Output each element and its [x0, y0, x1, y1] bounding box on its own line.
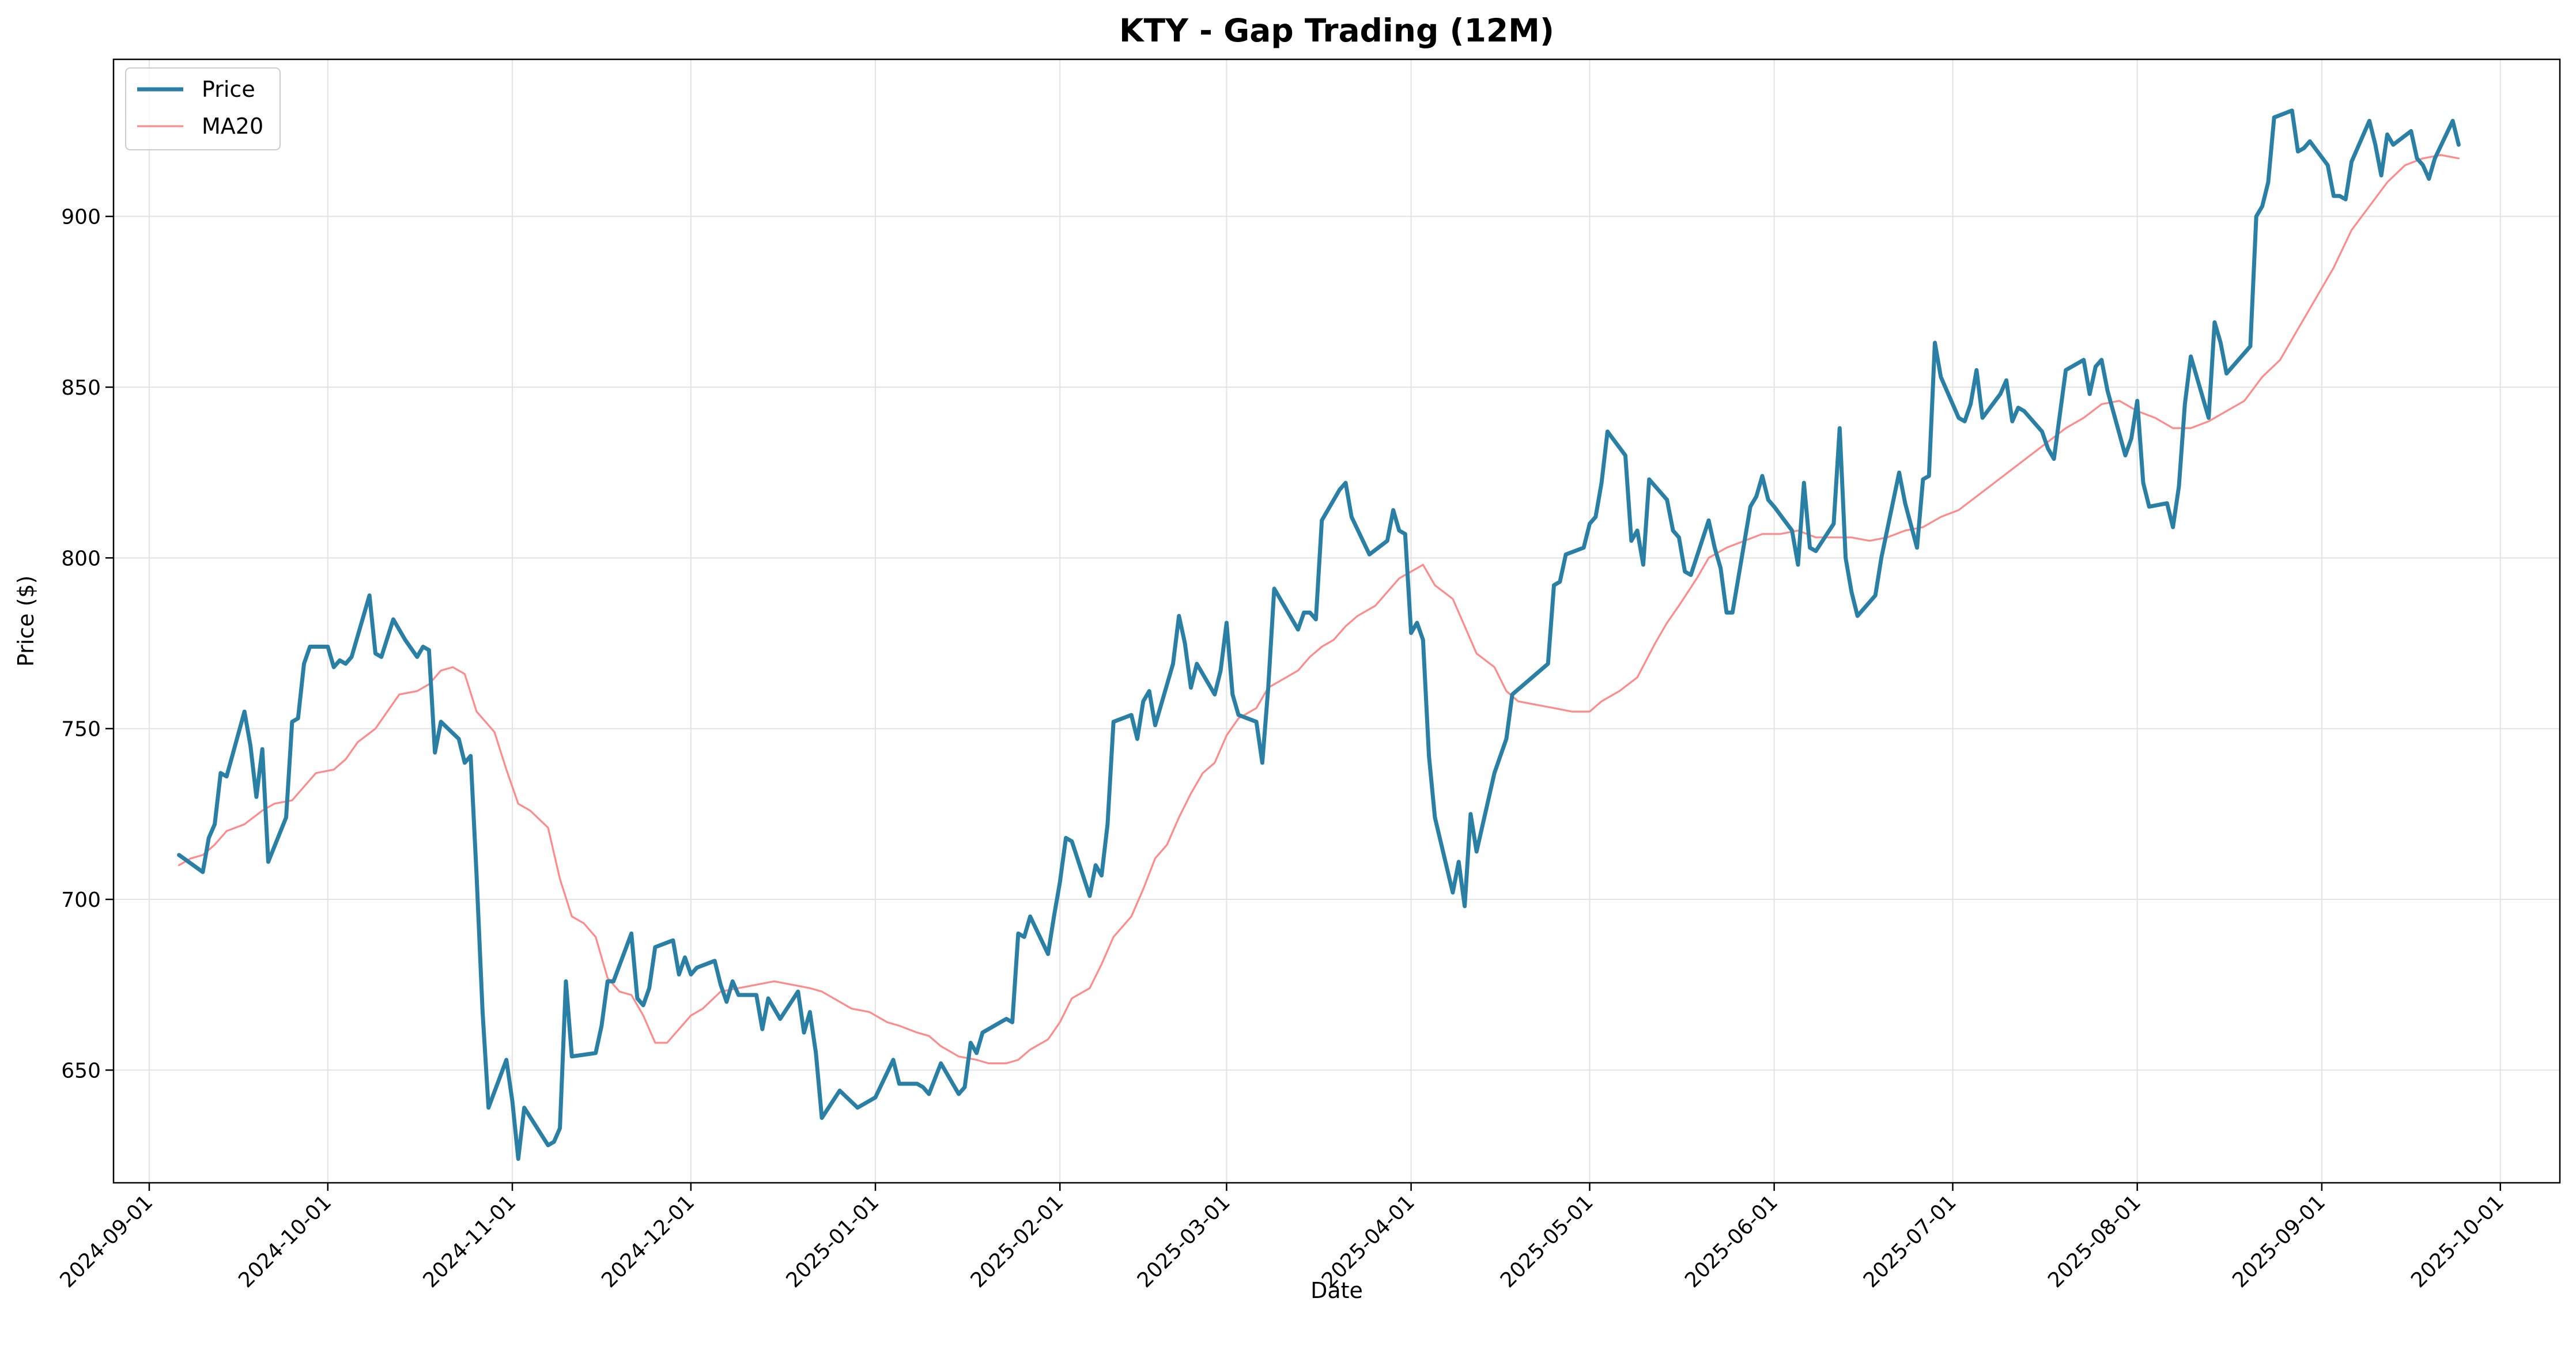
legend: Price MA20 [125, 67, 281, 150]
legend-label-ma20: MA20 [202, 113, 263, 139]
y-tick-label: 900 [61, 206, 101, 229]
chart-title: KTY - Gap Trading (12M) [1119, 12, 1554, 49]
y-axis-label: Price ($) [13, 576, 39, 667]
y-tick-label: 850 [61, 376, 101, 400]
y-tick-label: 700 [61, 888, 101, 912]
price-line [177, 108, 2461, 1161]
series-group [177, 108, 2461, 1161]
y-tick-label: 750 [61, 718, 101, 741]
x-axis-label: Date [1310, 1278, 1363, 1303]
y-axis: 650 700 750 800 850 900 [61, 206, 114, 1083]
grid [114, 59, 2560, 1183]
ma20-line [178, 154, 2460, 1065]
y-tick-label: 800 [61, 547, 101, 570]
plot-frame [112, 58, 2561, 1184]
y-tick-label: 650 [61, 1059, 101, 1083]
legend-label-price: Price [202, 77, 255, 102]
